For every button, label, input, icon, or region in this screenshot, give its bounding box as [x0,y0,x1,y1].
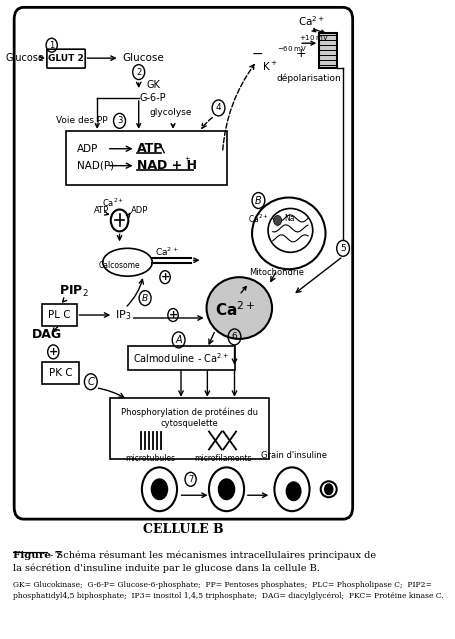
Text: B: B [142,293,148,303]
Text: GLUT 2: GLUT 2 [48,54,84,63]
Text: Na: Na [284,214,294,223]
Text: Phosphorylation de protéines du: Phosphorylation de protéines du [121,408,258,417]
Circle shape [151,479,168,500]
FancyBboxPatch shape [127,346,234,370]
Text: 4: 4 [216,104,221,112]
Text: dépolarisation: dépolarisation [276,73,341,83]
Text: Ca$^{2+}$: Ca$^{2+}$ [248,212,269,225]
Text: CELLULE B: CELLULE B [143,523,224,535]
Circle shape [273,215,282,226]
Text: Grain d'insuline: Grain d'insuline [261,451,327,460]
Text: ADP: ADP [77,144,99,154]
Text: C: C [87,377,94,387]
Text: ATP: ATP [137,142,163,155]
Circle shape [142,467,177,511]
Text: +: + [49,347,58,357]
Ellipse shape [268,208,313,252]
Text: 5: 5 [340,244,346,253]
Text: Ca$^{2+}$: Ca$^{2+}$ [215,301,255,320]
Text: +: + [168,310,177,320]
FancyBboxPatch shape [319,33,337,68]
Text: ADP: ADP [131,206,148,215]
Text: $+$10 mV: $+$10 mV [299,33,330,42]
Text: Glucose: Glucose [5,53,44,63]
Text: microfilaments: microfilaments [194,454,251,463]
Text: 1: 1 [49,41,54,50]
Ellipse shape [252,197,325,269]
Text: $+$: $+$ [295,47,306,59]
Text: A: A [175,335,182,345]
Text: $^+$: $^+$ [183,157,192,167]
Text: 3: 3 [117,116,122,125]
FancyBboxPatch shape [14,8,353,519]
Text: $-$: $-$ [251,46,263,60]
Text: phosphatidyl4,5 biphosphate;  IP3= inositol 1,4,5 triphosphate;  DAG= diacylglyc: phosphatidyl4,5 biphosphate; IP3= inosit… [13,592,443,600]
Text: IP$_3$: IP$_3$ [115,308,131,322]
Text: Figure 7: Figure 7 [13,551,61,560]
Text: B: B [255,196,262,206]
Text: - Schéma résumant les mécanismes intracellulaires principaux de: - Schéma résumant les mécanismes intrace… [47,551,376,560]
Text: Calmoduline - Ca$^{2+}$: Calmoduline - Ca$^{2+}$ [133,351,229,365]
Text: K$^+$: K$^+$ [262,59,277,73]
Text: PIP$_2$: PIP$_2$ [59,284,89,298]
Text: PK C: PK C [49,368,72,378]
Text: PL C: PL C [48,310,71,320]
Text: 2: 2 [136,68,142,77]
Circle shape [286,481,302,501]
Text: $-$60 mV: $-$60 mV [277,43,308,52]
Text: DAG: DAG [32,328,62,341]
Text: cytosquelette: cytosquelette [160,419,218,428]
Text: Voie des PP: Voie des PP [56,116,107,125]
Text: 6: 6 [232,332,238,341]
FancyBboxPatch shape [42,304,77,326]
Text: NAD(P): NAD(P) [77,160,114,171]
FancyBboxPatch shape [110,397,269,459]
Text: GK: GK [147,80,161,90]
Ellipse shape [207,277,272,339]
Text: Ca$^{2+}$: Ca$^{2+}$ [102,196,124,209]
Circle shape [209,467,244,511]
Text: NAD + H: NAD + H [137,159,197,172]
Text: 7: 7 [188,475,193,484]
Ellipse shape [103,249,152,276]
Text: la sécrétion d'insuline induite par le glucose dans la cellule B.: la sécrétion d'insuline induite par le g… [13,564,319,573]
Text: Ca$^{2+}$: Ca$^{2+}$ [298,15,325,28]
Text: Ca$^{2+}$: Ca$^{2+}$ [155,246,178,259]
Text: ATP: ATP [94,206,109,215]
Circle shape [274,467,309,511]
Text: microtubules: microtubules [126,454,176,463]
Text: GK= Glucokinase;  G-6-P= Glucose-6-phosphate;  PP= Pentoses phosphates;  PLC= Ph: GK= Glucokinase; G-6-P= Glucose-6-phosph… [13,581,431,589]
Text: Mitochondrie: Mitochondrie [249,268,304,277]
FancyBboxPatch shape [66,131,228,185]
FancyBboxPatch shape [42,362,79,384]
Text: G-6-P: G-6-P [140,93,166,103]
Text: Glucose: Glucose [123,53,165,63]
Text: glycolyse: glycolyse [149,109,192,118]
FancyBboxPatch shape [47,49,85,68]
Text: +: + [161,272,170,282]
Circle shape [218,479,235,500]
Ellipse shape [321,481,337,497]
Circle shape [324,483,334,495]
Text: Calcosome: Calcosome [99,261,140,270]
